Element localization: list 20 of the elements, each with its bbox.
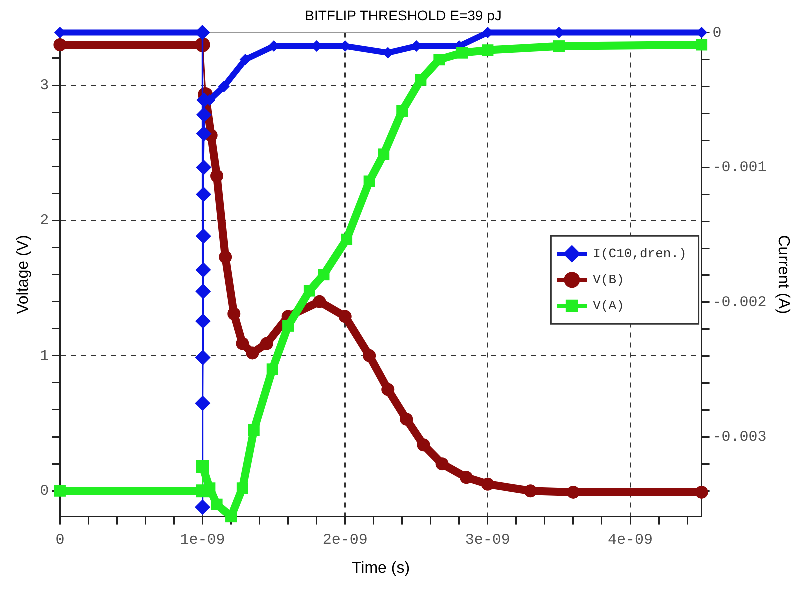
legend-label: V(B) <box>593 272 624 288</box>
legend-label: I(C10,dren.) <box>593 246 687 262</box>
x-tick-label: 2e-09 <box>322 532 368 549</box>
x-tick-label: 3e-09 <box>465 532 510 549</box>
x-tick-label: 4e-09 <box>608 532 654 549</box>
x-axis-title: Time (s) <box>352 560 410 577</box>
chart-title: BITFLIP THRESHOLD E=39 pJ <box>305 7 502 24</box>
x-tick-label: 1e-09 <box>180 532 226 549</box>
y2-tick-label: 0 <box>712 24 722 42</box>
y2-tick-label: -0.002 <box>712 294 767 312</box>
legend-label: V(A) <box>593 298 624 314</box>
y-tick-label: 1 <box>40 348 50 365</box>
y2-tick-label: -0.001 <box>712 160 767 177</box>
y-tick-label: 3 <box>40 77 50 94</box>
y2-axis-title: Current (A) <box>774 235 792 314</box>
y-tick-label: 0 <box>40 483 50 500</box>
y-tick-label: 2 <box>40 212 50 230</box>
y-axis-title: Voltage (V) <box>15 235 32 314</box>
y2-tick-label: -0.003 <box>712 429 767 446</box>
x-tick-label: 0 <box>56 532 65 549</box>
